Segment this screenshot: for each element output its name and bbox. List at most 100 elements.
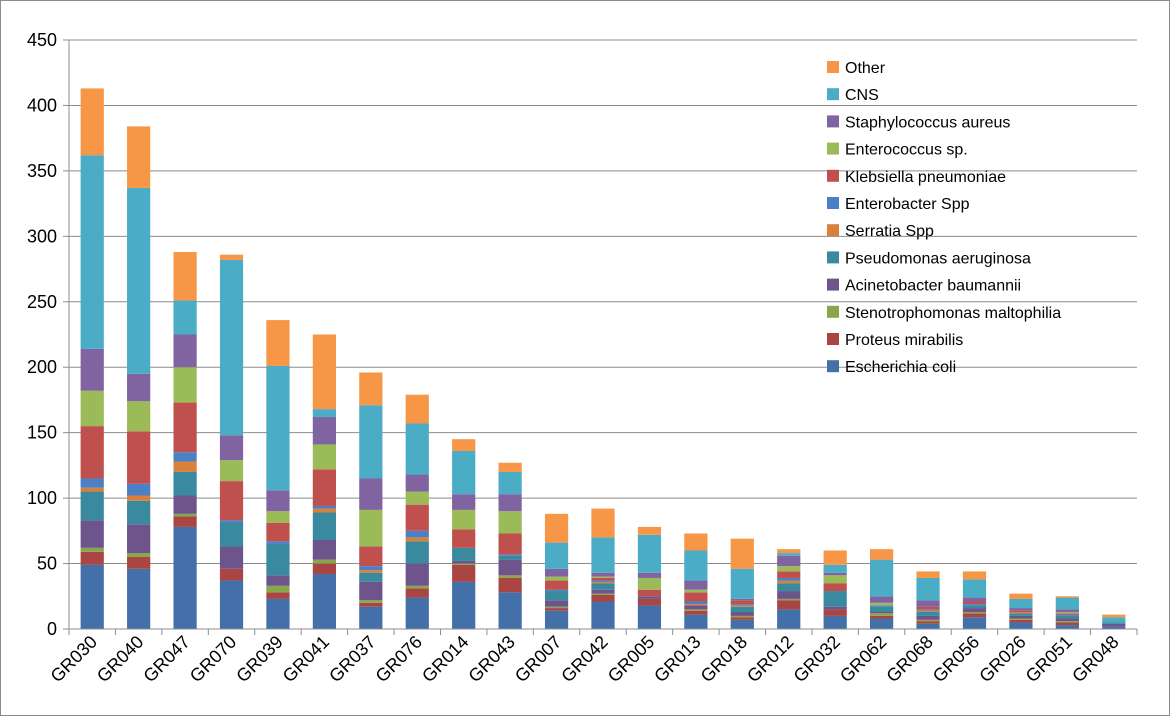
bar-segment [498, 577, 522, 593]
bar-segment [219, 460, 244, 482]
x-tick-label: GR032 [790, 632, 844, 686]
bar-segment [498, 533, 522, 555]
y-tick-label: 450 [27, 30, 57, 50]
bar-segment [266, 585, 290, 593]
bar-segment [80, 547, 104, 552]
bar-segment [1055, 622, 1079, 626]
bar-segment [266, 320, 290, 366]
bar-segment [80, 564, 104, 629]
bar-segment [219, 520, 244, 523]
bar-segment [127, 557, 151, 569]
bar-segment [684, 592, 708, 602]
legend-label: Stenotrophomonas maltophilia [845, 305, 1061, 322]
y-tick-label: 0 [47, 619, 57, 639]
bar-segment [219, 481, 244, 521]
legend-swatch [827, 360, 839, 373]
legend-label: Klebsiella pneumoniae [845, 169, 1006, 186]
legend-swatch [827, 197, 839, 209]
bar-segment [1009, 608, 1033, 611]
bar-segment [684, 533, 708, 551]
legend-label: Enterococcus sp. [845, 142, 968, 159]
bar-segment [823, 575, 847, 584]
bar-segment [219, 435, 244, 461]
bar-segment [544, 568, 569, 577]
bar-segment [777, 591, 801, 599]
bar-segment [452, 509, 476, 530]
bar-segment [498, 554, 522, 556]
bar-segment [870, 596, 894, 603]
bar-segment [80, 390, 104, 427]
bar-segment [637, 589, 662, 597]
x-tick-label: GR076 [372, 632, 426, 686]
bar-segment [1009, 615, 1033, 619]
bar-segment [498, 575, 522, 578]
bar-segment [80, 551, 104, 565]
bar-segment [637, 605, 662, 629]
bar-segment [405, 394, 429, 424]
bar-segment [962, 597, 987, 602]
bar-segment [498, 462, 522, 472]
bar-segment [405, 597, 429, 629]
bar-segment [452, 450, 476, 495]
bar-segment [173, 452, 197, 462]
bar-segment [730, 605, 754, 607]
bar-segment [591, 580, 615, 582]
bar-segment [730, 617, 754, 620]
x-tick-label: GR007 [511, 632, 565, 686]
bar-segment [359, 606, 383, 629]
bar-segment [452, 439, 476, 451]
bar-segment [452, 563, 476, 565]
bar-segment [544, 542, 569, 569]
bar-segment [173, 513, 197, 517]
bar-segment [962, 613, 987, 618]
bar-segment [405, 474, 429, 492]
bar-segment [359, 570, 383, 573]
bar-segment [1102, 617, 1126, 623]
bar-segment [1055, 625, 1079, 629]
bar-segment [219, 522, 244, 547]
bar-segment [173, 526, 197, 629]
bar-segment [219, 259, 244, 436]
bar-segment [312, 563, 336, 575]
bar-segment [359, 372, 383, 406]
y-tick-label: 150 [27, 423, 57, 443]
bar-segment [405, 504, 429, 531]
bar-segment [1009, 618, 1033, 620]
legend-swatch [827, 251, 839, 264]
legend-swatch [827, 224, 839, 237]
bar-segment [684, 610, 708, 615]
bar-segment [80, 348, 104, 391]
x-tick-label: GR042 [557, 632, 611, 686]
legend-label: Other [845, 60, 886, 77]
bar-segment [312, 512, 336, 540]
bar-segment [591, 593, 615, 595]
legend-swatch [827, 88, 839, 101]
y-tick-label: 250 [27, 292, 57, 312]
bar-segment [637, 577, 662, 590]
bar-segment [405, 537, 429, 542]
bar-segment [312, 505, 336, 509]
bar-segment [544, 513, 569, 543]
bar-segment [1055, 613, 1079, 615]
bar-segment [823, 591, 847, 607]
legend-swatch [827, 305, 839, 318]
bar-segment [1055, 614, 1079, 616]
bar-segment [962, 608, 987, 612]
bar-segment [127, 126, 151, 188]
bar-segment [916, 611, 940, 616]
bar-segment [266, 522, 290, 542]
bar-segment [405, 423, 429, 475]
legend-label: Acinetobacter baumannii [845, 278, 1021, 295]
bar-segment [405, 585, 429, 589]
x-tick-label: GR005 [604, 632, 658, 686]
x-tick-label: GR026 [975, 632, 1029, 686]
bar-segment [591, 508, 615, 538]
y-tick-label: 350 [27, 161, 57, 181]
bar-segment [916, 623, 940, 629]
bar-segment [1009, 610, 1033, 612]
bar-segment [312, 559, 336, 564]
bar-segment [1009, 613, 1033, 616]
bar-segment [127, 431, 151, 484]
bar-segment [544, 580, 569, 590]
